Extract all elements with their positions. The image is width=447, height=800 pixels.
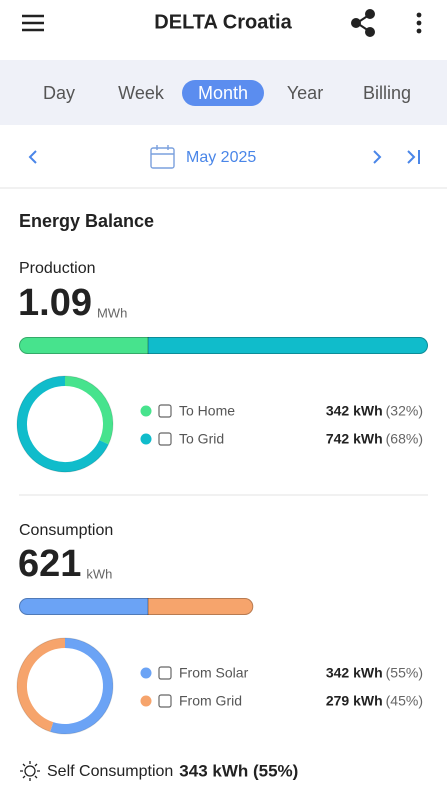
stacked-bar: [19, 598, 254, 615]
legend-amount: 342 kWh: [326, 665, 383, 681]
stacked-bar: [19, 337, 428, 354]
legend-percent: (45%): [386, 693, 423, 709]
bar-outline: [19, 337, 428, 354]
legend-amount: 279 kWh: [326, 693, 383, 709]
section-label: Consumption: [19, 522, 113, 539]
donut-arc: [64, 376, 113, 445]
self-consumption-label: Self Consumption: [47, 763, 173, 780]
legend-amount: 342 kWh: [326, 403, 383, 419]
legend-percent: (68%): [386, 431, 423, 447]
sun-icon: [20, 761, 40, 781]
bar-outline: [19, 598, 254, 615]
legend-name: To Home: [179, 403, 235, 419]
legend-dot: [140, 433, 152, 445]
last-button[interactable]: [407, 150, 420, 164]
more-button[interactable]: [416, 12, 422, 34]
self-consumption-value: 343 kWh (55%): [179, 761, 298, 780]
tab[interactable]: Billing: [363, 83, 411, 103]
total-value: 1.09: [18, 282, 92, 324]
legend-icon: [158, 694, 172, 708]
menu-button[interactable]: [22, 14, 44, 32]
legend-amount: 742 kWh: [326, 431, 383, 447]
next-button[interactable]: [373, 150, 382, 164]
legend-percent: (55%): [386, 665, 423, 681]
tab[interactable]: Week: [118, 83, 165, 103]
donut-arc: [17, 638, 66, 732]
date-label[interactable]: May 2025: [186, 149, 256, 166]
section-title: Energy Balance: [19, 211, 154, 231]
total-unit: MWh: [97, 305, 127, 320]
legend-icon: [158, 666, 172, 680]
donut-outline: [16, 637, 114, 735]
section-label: Production: [19, 260, 96, 277]
legend-percent: (32%): [386, 403, 423, 419]
donut-arc: [17, 376, 109, 472]
bar-segment: [19, 337, 149, 354]
tab[interactable]: Day: [43, 83, 75, 103]
bar-segment: [148, 337, 428, 354]
bar-segment: [148, 598, 254, 615]
prev-button[interactable]: [28, 150, 37, 164]
legend-icon: [158, 432, 172, 446]
total-unit: kWh: [86, 566, 112, 581]
active-tab-pill: [182, 80, 264, 106]
legend-dot: [140, 667, 152, 679]
share-button[interactable]: [351, 9, 375, 37]
calendar-icon: [150, 145, 175, 169]
legend-dot: [140, 695, 152, 707]
donut-outline: [16, 375, 114, 473]
app-title: DELTA Croatia: [154, 11, 292, 33]
legend-name: To Grid: [179, 431, 224, 447]
legend-name: From Solar: [179, 665, 249, 681]
legend-icon: [158, 404, 172, 418]
tab[interactable]: Month: [198, 83, 248, 103]
legend-dot: [140, 405, 152, 417]
bar-segment: [19, 598, 149, 615]
tab[interactable]: Year: [287, 83, 323, 103]
donut-arc: [50, 638, 113, 734]
total-value: 621: [18, 543, 81, 585]
legend-name: From Grid: [179, 693, 242, 709]
